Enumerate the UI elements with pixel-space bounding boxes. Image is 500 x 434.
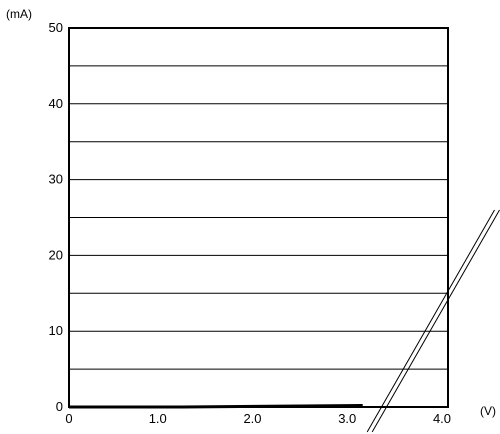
grid-layer xyxy=(69,65,448,370)
series-layer xyxy=(69,209,500,433)
y-tick-label: 10 xyxy=(49,323,63,338)
x-tick-label: 0 xyxy=(65,411,72,426)
y-tick-label: 20 xyxy=(49,247,63,262)
x-axis-unit: (V) xyxy=(480,404,496,418)
y-tick-label: 40 xyxy=(49,96,63,111)
y-axis-unit: (mA) xyxy=(6,7,32,21)
tick-label-layer: 0 10 20 30 40 50 0 1.0 2.0 3.0 4.0 xyxy=(49,20,452,426)
y-tick-label: 50 xyxy=(49,20,63,35)
x-tick-label: 3.0 xyxy=(338,411,356,426)
y-tick-label: 30 xyxy=(49,172,63,187)
series-line-rise-1 xyxy=(371,209,500,433)
x-tick-label: 2.0 xyxy=(243,411,261,426)
plot-frame xyxy=(68,27,449,408)
series-line-rise-0 xyxy=(366,209,495,433)
x-tick-label: 1.0 xyxy=(149,411,167,426)
x-tick-label: 4.0 xyxy=(433,411,451,426)
y-tick-label: 0 xyxy=(56,399,63,414)
